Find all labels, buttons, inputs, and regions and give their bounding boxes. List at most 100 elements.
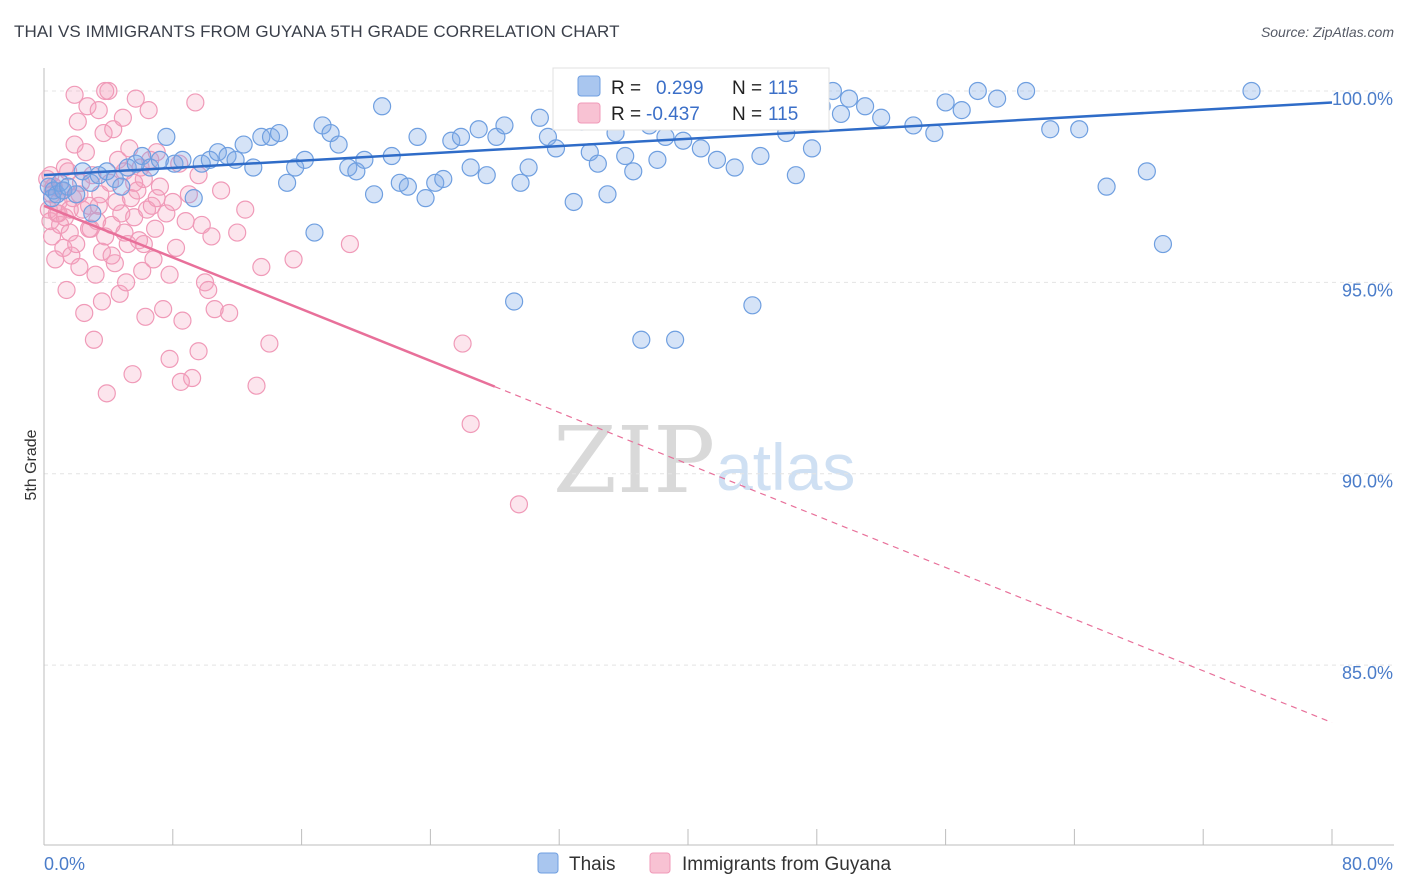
thais-point bbox=[469, 120, 488, 139]
guyana-point bbox=[340, 234, 359, 254]
thais-point bbox=[855, 97, 875, 116]
thais-point bbox=[408, 127, 427, 146]
series-guyana-points bbox=[38, 81, 529, 514]
guyana-point bbox=[150, 177, 170, 196]
x-tick-labels: 0.0% 80.0% bbox=[44, 854, 1393, 874]
guyana-point bbox=[228, 223, 247, 242]
y-tick-label: 95.0% bbox=[1342, 280, 1393, 300]
legend-r-label-guyana: R = bbox=[611, 104, 641, 125]
watermark-atlas: atlas bbox=[716, 430, 855, 504]
thais-point bbox=[648, 150, 667, 169]
guyana-point bbox=[117, 273, 136, 292]
thais-point bbox=[252, 127, 271, 146]
thais-point bbox=[157, 127, 176, 146]
gridlines bbox=[44, 90, 1394, 666]
bottom-legend: Thais Immigrants from Guyana bbox=[537, 852, 891, 875]
guyana-point bbox=[92, 292, 112, 311]
thais-point bbox=[495, 116, 514, 135]
guyana-point bbox=[78, 97, 97, 116]
guyana-point bbox=[102, 246, 121, 265]
thais-point bbox=[184, 189, 203, 208]
guyana-point bbox=[260, 334, 279, 353]
thais-point bbox=[112, 177, 131, 196]
thais-point bbox=[632, 330, 651, 349]
guyana-point bbox=[136, 307, 155, 326]
y-tick-label: 85.0% bbox=[1342, 663, 1393, 683]
thais-point bbox=[461, 158, 480, 177]
thais-point bbox=[988, 89, 1007, 108]
guyana-point bbox=[220, 303, 239, 323]
guyana-point bbox=[126, 89, 145, 108]
guyana-point bbox=[284, 250, 303, 269]
guyana-point bbox=[145, 219, 165, 238]
chart-title: THAI VS IMMIGRANTS FROM GUYANA 5TH GRADE… bbox=[14, 22, 620, 41]
thais-point bbox=[530, 108, 549, 127]
guyana-point bbox=[212, 181, 231, 200]
thais-point bbox=[952, 101, 971, 120]
thais-point bbox=[802, 139, 822, 158]
y-tick-label: 90.0% bbox=[1342, 472, 1393, 492]
thais-point bbox=[1137, 162, 1156, 181]
thais-point bbox=[244, 158, 263, 177]
guyana-point bbox=[92, 242, 112, 261]
guyana-point bbox=[186, 93, 205, 112]
thais-point bbox=[519, 158, 538, 177]
guyana-point bbox=[183, 368, 202, 388]
guyana-point bbox=[154, 300, 173, 319]
y-tick-label: 100.0% bbox=[1332, 89, 1393, 109]
thais-point bbox=[786, 166, 805, 185]
thais-point bbox=[546, 139, 566, 158]
guyana-point bbox=[65, 85, 84, 104]
thais-point bbox=[666, 330, 685, 349]
guyana-point bbox=[84, 330, 104, 349]
thais-point bbox=[398, 177, 417, 196]
thais-point bbox=[674, 131, 693, 150]
thais-point bbox=[234, 135, 253, 154]
trend-line-guyana-solid bbox=[43, 204, 496, 388]
thais-point bbox=[67, 185, 86, 204]
thais-point bbox=[278, 173, 297, 192]
watermark: ZIP atlas bbox=[553, 407, 855, 514]
thais-point bbox=[588, 154, 607, 173]
thais-point bbox=[839, 89, 859, 108]
guyana-point bbox=[96, 81, 115, 101]
thais-point bbox=[505, 292, 524, 311]
thais-point bbox=[269, 123, 289, 143]
thais-point bbox=[416, 189, 435, 208]
guyana-point bbox=[509, 495, 529, 514]
source-label: Source: ZipAtlas.com bbox=[1260, 24, 1394, 40]
guyana-point bbox=[163, 192, 182, 212]
thais-point bbox=[434, 169, 453, 189]
legend-r-value-guyana: -0.437 bbox=[646, 104, 700, 125]
thais-point bbox=[968, 81, 987, 101]
thais-point bbox=[1070, 120, 1089, 139]
guyana-point bbox=[110, 284, 129, 303]
trend-line-thais bbox=[43, 101, 1333, 177]
thais-point bbox=[1041, 120, 1060, 139]
guyana-point bbox=[75, 303, 94, 323]
thais-point bbox=[936, 93, 955, 112]
trend-lines bbox=[43, 101, 1333, 724]
guyana-point bbox=[205, 300, 224, 319]
thais-point bbox=[751, 146, 770, 166]
guyana-point bbox=[171, 372, 190, 391]
guyana-point bbox=[176, 212, 195, 231]
thais-point bbox=[355, 150, 374, 169]
bottom-legend-swatch-thais bbox=[537, 852, 559, 874]
guyana-point bbox=[68, 112, 87, 131]
thais-point bbox=[831, 104, 851, 124]
thais-point bbox=[364, 185, 384, 204]
guyana-point bbox=[147, 189, 166, 208]
guyana-point bbox=[83, 166, 102, 185]
legend-r-label-thais: R = bbox=[611, 78, 641, 99]
thais-point bbox=[1153, 234, 1173, 254]
guyana-point bbox=[94, 123, 113, 143]
guyana-point bbox=[133, 261, 152, 280]
thais-point bbox=[511, 173, 530, 192]
guyana-point bbox=[453, 334, 472, 353]
legend-n-value-guyana: 115 bbox=[768, 104, 798, 125]
y-tick-labels: 100.0% 95.0% 90.0% 85.0% bbox=[1332, 89, 1393, 683]
guyana-point bbox=[123, 365, 142, 384]
thais-point bbox=[624, 162, 643, 181]
legend-swatch-thais bbox=[577, 75, 601, 97]
